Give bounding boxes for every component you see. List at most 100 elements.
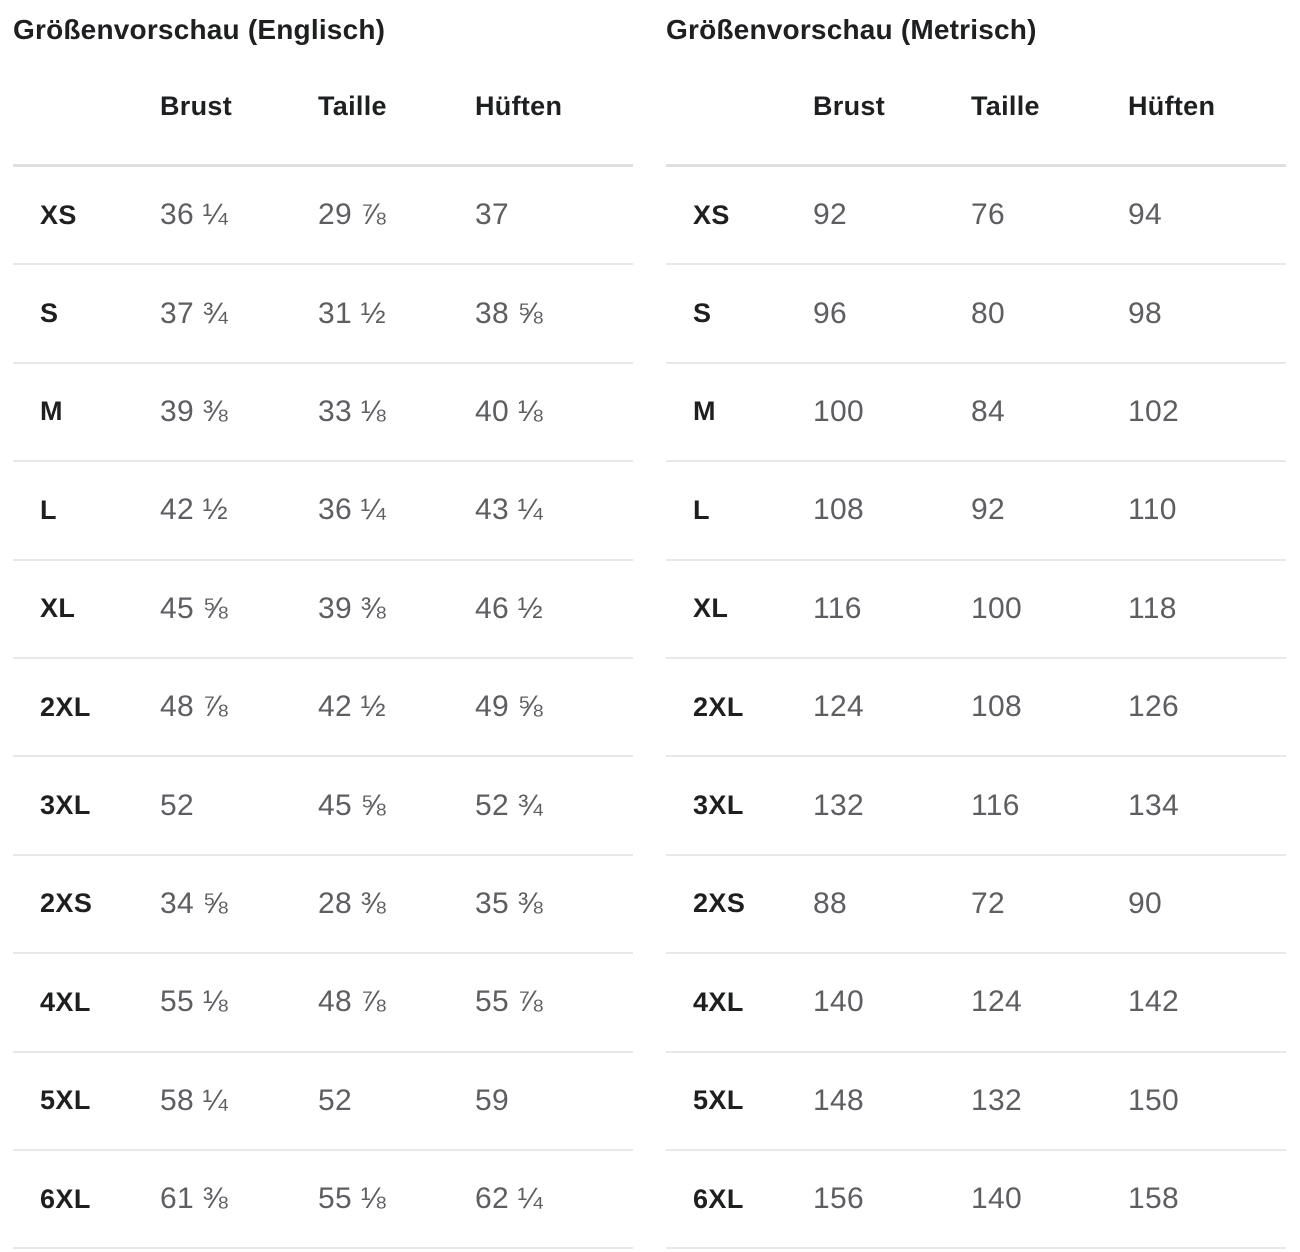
measurement-value: 46 ½ — [475, 591, 543, 625]
measurement-value: 52 — [318, 1083, 352, 1117]
measurement-value: 92 — [813, 198, 847, 232]
measurement-value: 116 — [971, 788, 1020, 822]
size-label: L — [693, 494, 710, 525]
table-title-english: Größenvorschau (Englisch) — [13, 14, 386, 45]
table-row: 5XL 148 132 150 — [666, 1053, 1286, 1151]
measurement-value: 140 — [971, 1182, 1022, 1216]
table-row: L 108 92 110 — [666, 462, 1286, 561]
measurement-value: 118 — [1128, 591, 1177, 625]
table-row: 3XL 52 45 ⅝ 52 ¾ — [13, 757, 633, 856]
table-title-metric: Größenvorschau (Metrisch) — [666, 14, 1037, 45]
measurement-value: 124 — [813, 690, 864, 724]
measurement-value: 158 — [1128, 1182, 1179, 1216]
measurement-value: 55 ⅛ — [318, 1182, 386, 1216]
measurement-value: 150 — [1128, 1083, 1179, 1117]
measurement-value: 100 — [813, 394, 864, 428]
size-label: 4XL — [40, 986, 91, 1017]
size-label: M — [40, 396, 63, 427]
table-body-metric: XS 92 76 94 S 96 80 98 M 100 84 102 L 108 92 110 XL 116 10… — [666, 167, 1286, 1250]
size-label: 6XL — [40, 1183, 91, 1214]
measurement-value: 29 ⅞ — [318, 198, 386, 232]
size-label: L — [40, 494, 57, 525]
measurement-value: 43 ¼ — [475, 493, 543, 527]
table-header-row: Brust Taille Hüften — [13, 48, 633, 167]
measurement-value: 102 — [1128, 394, 1179, 428]
table-row: 5XL 58 ¼ 52 59 — [13, 1053, 633, 1151]
table-row: 2XS 34 ⅝ 28 ⅜ 35 ⅜ — [13, 856, 633, 955]
measurement-value: 98 — [1128, 296, 1162, 330]
measurement-value: 148 — [813, 1083, 864, 1117]
size-label: 3XL — [693, 790, 744, 821]
column-header-chest: Brust — [813, 90, 886, 121]
size-label: S — [40, 298, 59, 329]
table-row: S 37 ¾ 31 ½ 38 ⅝ — [13, 265, 633, 364]
measurement-value: 62 ¼ — [475, 1182, 543, 1216]
measurement-value: 37 — [475, 198, 509, 232]
measurement-value: 40 ⅛ — [475, 394, 543, 428]
table-body-english: XS 36 ¼ 29 ⅞ 37 S 37 ¾ 31 ½ 38 ⅝ M 39 ⅜ 33 ⅛ 40 ⅛ L 4… — [13, 167, 633, 1250]
size-label: 3XL — [40, 790, 91, 821]
measurement-value: 31 ½ — [318, 296, 386, 330]
measurement-value: 58 ¼ — [160, 1083, 228, 1117]
column-header-waist: Taille — [971, 90, 1040, 121]
measurement-value: 156 — [813, 1182, 864, 1216]
table-row: 2XS 88 72 90 — [666, 856, 1286, 955]
measurement-value: 37 ¾ — [160, 296, 228, 330]
measurement-value: 45 ⅝ — [160, 591, 228, 625]
size-label: 5XL — [40, 1085, 91, 1116]
size-label: 2XS — [693, 888, 746, 919]
measurement-value: 88 — [813, 886, 847, 920]
measurement-value: 55 ⅛ — [160, 985, 228, 1019]
table-row: 4XL 55 ⅛ 48 ⅞ 55 ⅞ — [13, 954, 633, 1053]
measurement-value: 76 — [971, 198, 1005, 232]
measurement-value: 52 — [160, 788, 194, 822]
measurement-value: 36 ¼ — [318, 493, 386, 527]
measurement-value: 100 — [971, 591, 1022, 625]
table-row: M 100 84 102 — [666, 364, 1286, 463]
column-header-hips: Hüften — [475, 90, 563, 121]
measurement-value: 48 ⅞ — [160, 690, 228, 724]
measurement-value: 96 — [813, 296, 847, 330]
measurement-value: 132 — [813, 788, 864, 822]
measurement-value: 38 ⅝ — [475, 296, 543, 330]
size-label: 5XL — [693, 1085, 744, 1116]
measurement-value: 116 — [813, 591, 862, 625]
size-label: XL — [693, 593, 729, 624]
measurement-value: 140 — [813, 985, 864, 1019]
measurement-value: 49 ⅝ — [475, 690, 543, 724]
table-header-row: Brust Taille Hüften — [666, 48, 1286, 167]
table-row: S 96 80 98 — [666, 265, 1286, 364]
column-header-chest: Brust — [160, 90, 233, 121]
measurement-value: 94 — [1128, 198, 1162, 232]
table-row: 2XL 48 ⅞ 42 ½ 49 ⅝ — [13, 659, 633, 758]
measurement-value: 39 ⅜ — [160, 394, 228, 428]
table-row: 6XL 61 ⅜ 55 ⅛ 62 ¼ — [13, 1151, 633, 1250]
size-label: M — [693, 396, 716, 427]
size-label: 2XL — [40, 691, 91, 722]
size-label: XS — [40, 199, 77, 230]
measurement-value: 35 ⅜ — [475, 886, 543, 920]
measurement-value: 42 ½ — [160, 493, 228, 527]
table-row: L 42 ½ 36 ¼ 43 ¼ — [13, 462, 633, 561]
size-label: S — [693, 298, 712, 329]
size-label: XL — [40, 593, 76, 624]
measurement-value: 132 — [971, 1083, 1022, 1117]
table-row: 4XL 140 124 142 — [666, 954, 1286, 1053]
table-row: XL 116 100 118 — [666, 561, 1286, 659]
measurement-value: 110 — [1128, 493, 1177, 527]
size-table-metric: Größenvorschau (Metrisch) Brust Taille H… — [666, 0, 1286, 1250]
measurement-value: 61 ⅜ — [160, 1182, 228, 1216]
measurement-value: 90 — [1128, 886, 1162, 920]
measurement-value: 28 ⅜ — [318, 886, 386, 920]
table-row: 3XL 132 116 134 — [666, 757, 1286, 856]
measurement-value: 134 — [1128, 788, 1179, 822]
table-row: 6XL 156 140 158 — [666, 1151, 1286, 1250]
measurement-value: 84 — [971, 394, 1005, 428]
measurement-value: 80 — [971, 296, 1005, 330]
measurement-value: 52 ¾ — [475, 788, 543, 822]
size-table-english: Größenvorschau (Englisch) Brust Taille H… — [13, 0, 633, 1250]
measurement-value: 142 — [1128, 985, 1179, 1019]
measurement-value: 45 ⅝ — [318, 788, 386, 822]
measurement-value: 124 — [971, 985, 1022, 1019]
